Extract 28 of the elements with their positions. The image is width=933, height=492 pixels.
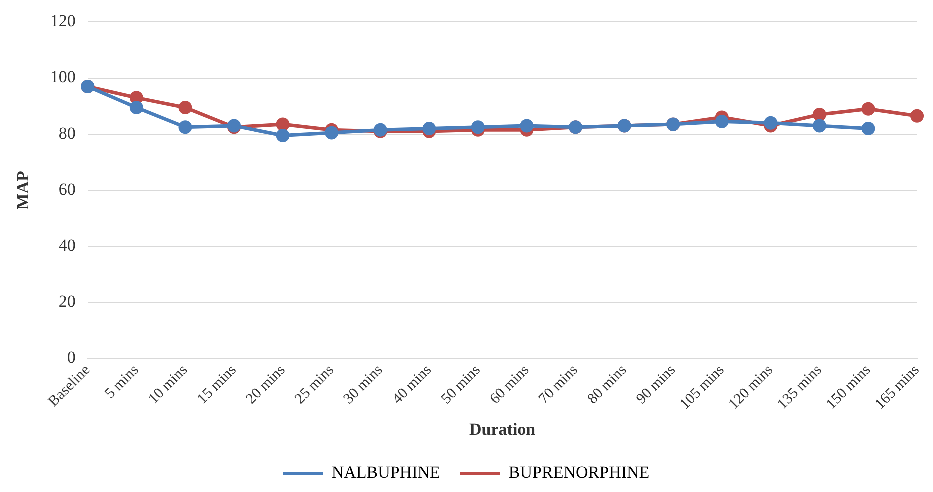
x-axis-title: Duration [470,420,536,440]
x-tick-label: 15 mins [194,362,240,408]
x-tick-label: 20 mins [243,362,289,408]
y-tick-label: 80 [58,124,76,143]
x-tick-label: 25 mins [292,362,338,408]
x-tick-label: 60 mins [487,362,533,408]
x-tick-label: 120 mins [726,362,777,413]
legend-label: NALBUPHINE [332,462,440,482]
y-tick-label: 100 [50,68,76,87]
y-axis-title: MAP [14,171,33,210]
x-tick-label: 150 mins [824,362,874,413]
y-tick-label: 120 [50,12,76,31]
x-tick-label: 50 mins [438,362,484,408]
legend-label: BUPRENORPHINE [508,462,650,482]
x-tick-label: 40 mins [390,362,436,408]
y-tick-label: 0 [67,348,76,368]
x-tick-label: 165 mins [872,362,923,413]
x-tick-label: 80 mins [584,362,630,408]
x-tick-label: 135 mins [774,362,826,413]
y-tick-label: 20 [58,292,76,312]
x-tick-label: 10 mins [146,362,192,408]
y-tick-label: 60 [58,180,76,199]
x-tick-label: 5 mins [102,362,142,402]
x-tick-label: 30 mins [341,362,386,408]
x-tick-label: 105 mins [677,362,728,413]
x-tick-label: 90 mins [634,362,680,408]
y-tick-label: 40 [58,236,76,255]
x-tick-label: 70 mins [536,362,582,408]
